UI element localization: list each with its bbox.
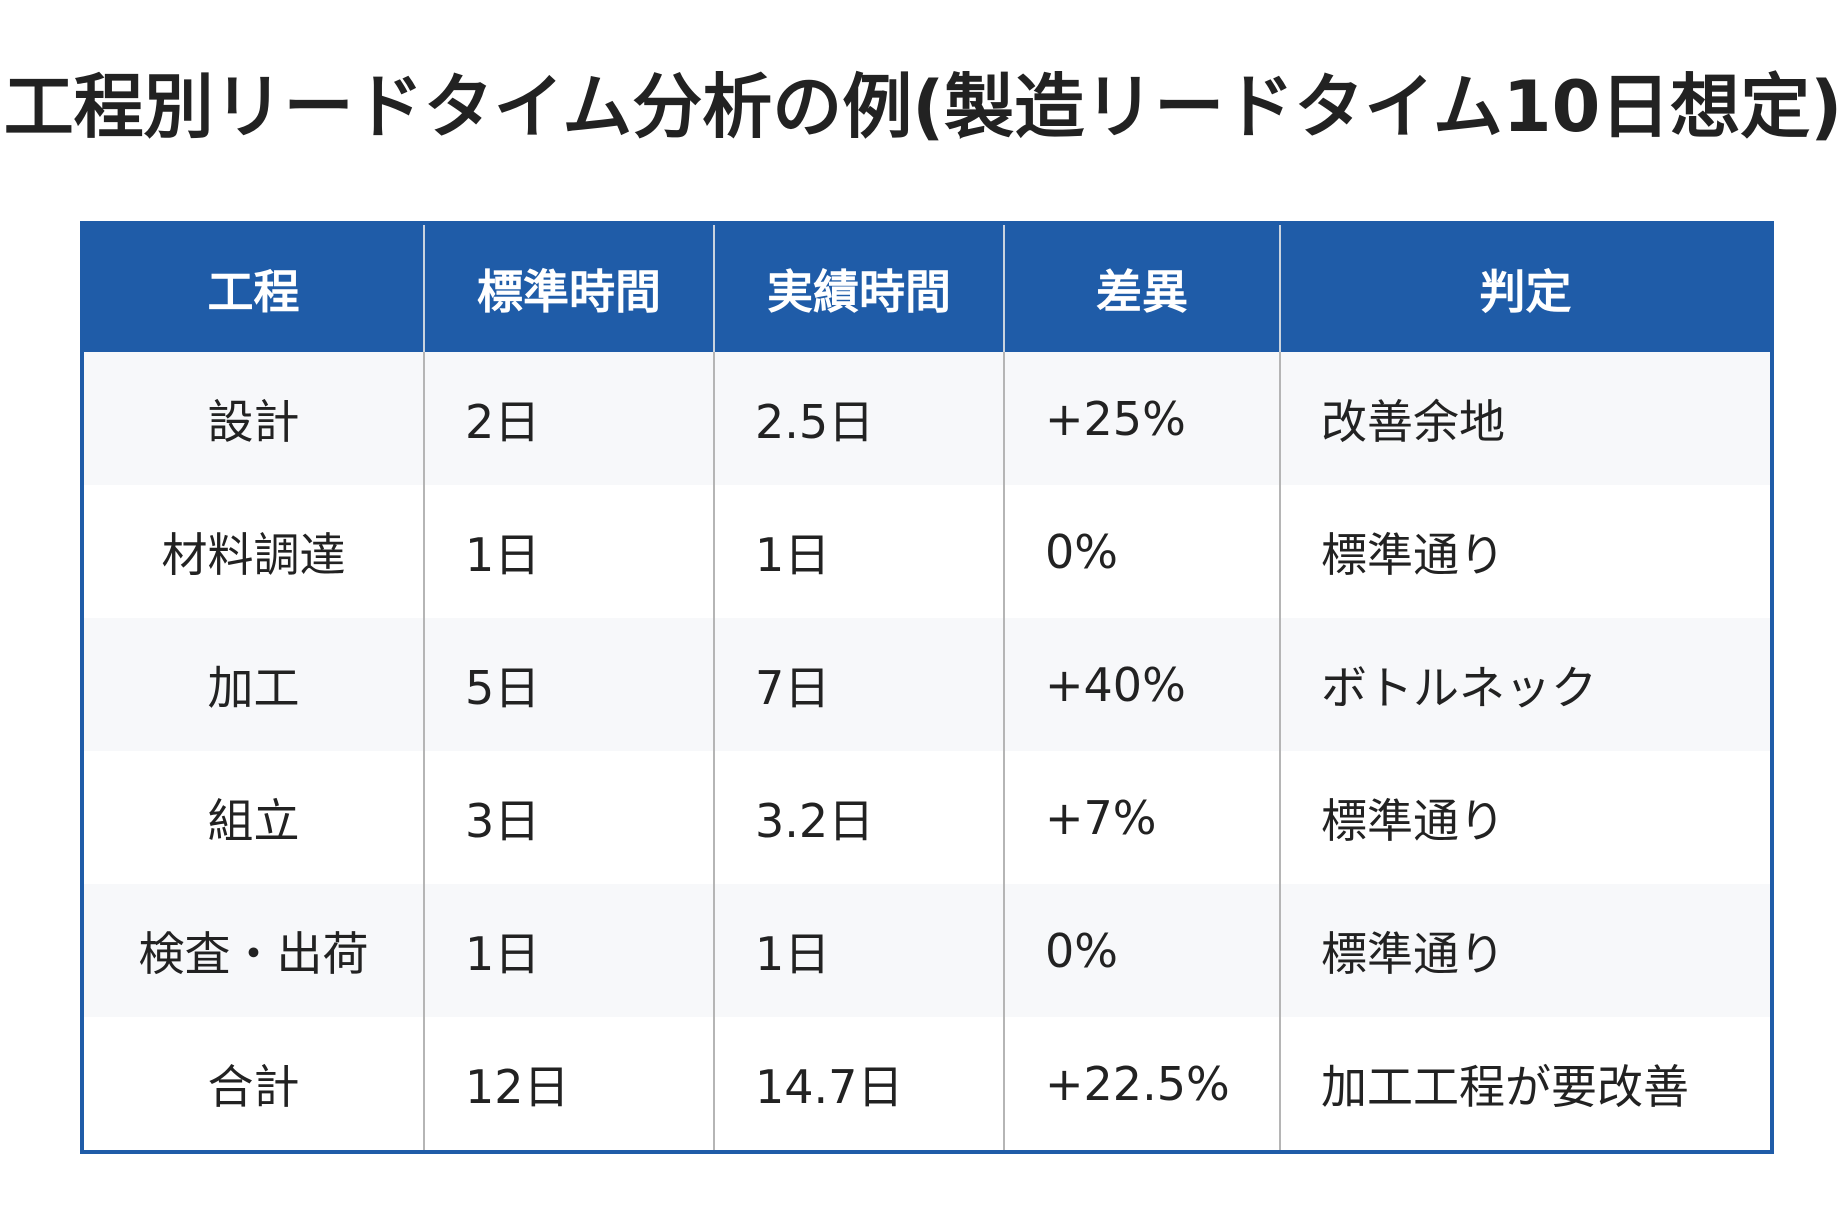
cell-judgement: 標準通り <box>1279 485 1770 618</box>
cell-actual-time: 7日 <box>713 618 1004 751</box>
cell-standard-time: 1日 <box>423 884 714 1017</box>
header-difference: 差異 <box>1003 225 1280 352</box>
cell-process: 組立 <box>84 751 424 884</box>
cell-standard-time: 2日 <box>423 352 714 485</box>
cell-actual-time: 1日 <box>713 884 1004 1017</box>
cell-standard-time: 12日 <box>423 1017 714 1150</box>
leadtime-table-container: 工程 標準時間 実績時間 差異 判定 設計 2日 2.5日 +25% 改善余地 … <box>80 221 1774 1154</box>
leadtime-table: 工程 標準時間 実績時間 差異 判定 設計 2日 2.5日 +25% 改善余地 … <box>84 225 1770 1150</box>
cell-judgement: 加工工程が要改善 <box>1279 1017 1770 1150</box>
cell-difference: +25% <box>1003 352 1280 485</box>
cell-judgement: ボトルネック <box>1279 618 1770 751</box>
table-header-row: 工程 標準時間 実績時間 差異 判定 <box>84 225 1770 352</box>
table-row: 検査・出荷 1日 1日 0% 標準通り <box>84 884 1770 1017</box>
table-row: 設計 2日 2.5日 +25% 改善余地 <box>84 352 1770 485</box>
table-row: 材料調達 1日 1日 0% 標準通り <box>84 485 1770 618</box>
cell-process: 材料調達 <box>84 485 424 618</box>
cell-process: 合計 <box>84 1017 424 1150</box>
table-row: 組立 3日 3.2日 +7% 標準通り <box>84 751 1770 884</box>
cell-actual-time: 2.5日 <box>713 352 1004 485</box>
cell-actual-time: 14.7日 <box>713 1017 1004 1150</box>
cell-process: 加工 <box>84 618 424 751</box>
cell-standard-time: 1日 <box>423 485 714 618</box>
cell-judgement: 標準通り <box>1279 751 1770 884</box>
cell-difference: +22.5% <box>1003 1017 1280 1150</box>
cell-judgement: 標準通り <box>1279 884 1770 1017</box>
header-actual-time: 実績時間 <box>713 225 1004 352</box>
header-process: 工程 <box>84 225 424 352</box>
table-row-total: 合計 12日 14.7日 +22.5% 加工工程が要改善 <box>84 1017 1770 1150</box>
cell-actual-time: 1日 <box>713 485 1004 618</box>
cell-difference: 0% <box>1003 485 1280 618</box>
cell-judgement: 改善余地 <box>1279 352 1770 485</box>
cell-process: 設計 <box>84 352 424 485</box>
cell-difference: +7% <box>1003 751 1280 884</box>
cell-actual-time: 3.2日 <box>713 751 1004 884</box>
table-row: 加工 5日 7日 +40% ボトルネック <box>84 618 1770 751</box>
header-standard-time: 標準時間 <box>423 225 714 352</box>
cell-standard-time: 3日 <box>423 751 714 884</box>
cell-difference: 0% <box>1003 884 1280 1017</box>
page-title: 工程別リードタイム分析の例(製造リードタイム10日想定) <box>3 66 1843 148</box>
cell-difference: +40% <box>1003 618 1280 751</box>
cell-process: 検査・出荷 <box>84 884 424 1017</box>
header-judgement: 判定 <box>1279 225 1770 352</box>
cell-standard-time: 5日 <box>423 618 714 751</box>
